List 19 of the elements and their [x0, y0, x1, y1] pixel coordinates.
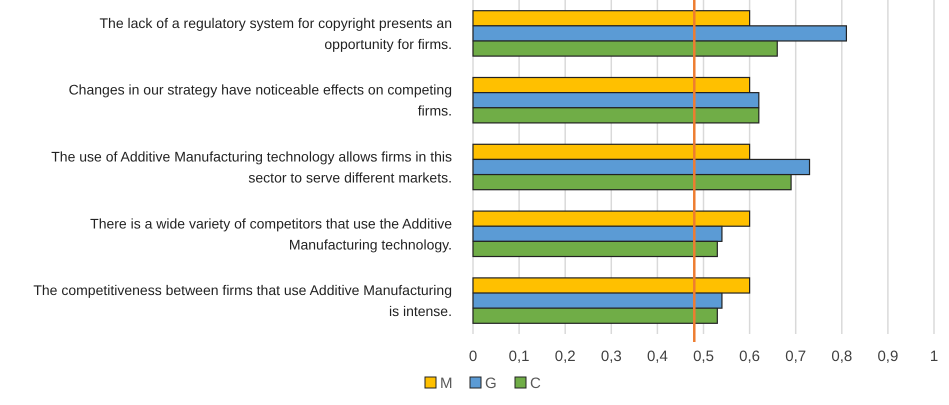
legend-label: C: [530, 375, 541, 392]
y-tick-label: The competitiveness between firms that use Additive Manufacturing is intense.: [33, 282, 452, 320]
legend-label: G: [485, 375, 497, 392]
y-tick-label: There is a wide variety of competitors that use the Additive Manufacturing technology.: [90, 215, 452, 252]
legend-label: M: [440, 375, 452, 392]
y-tick-label: The use of Additive Manufacturing technology allows firms in this sector to serve different markets.: [51, 148, 452, 186]
x-tick-label: 0,9: [877, 348, 898, 365]
x-tick-label: 0,6: [739, 348, 760, 365]
x-tick-label: 1: [930, 348, 938, 365]
x-tick-label: 0,7: [785, 348, 806, 365]
x-tick-label: 0,8: [831, 348, 852, 365]
x-tick-label: 0: [468, 348, 478, 365]
x-tick-label: 0,3: [600, 348, 622, 365]
x-tick-label: 0,4: [646, 348, 668, 365]
x-tick-label: 0,5: [693, 348, 714, 365]
x-tick-label: 0,2: [554, 348, 576, 365]
y-tick-label: Changes in our strategy have noticeable effects on competing firms.: [68, 82, 452, 119]
y-tick-label: The lack of a regulatory system for copyright presents an opportunity for firms.: [100, 14, 452, 52]
x-tick-label: 0,1: [508, 348, 530, 365]
